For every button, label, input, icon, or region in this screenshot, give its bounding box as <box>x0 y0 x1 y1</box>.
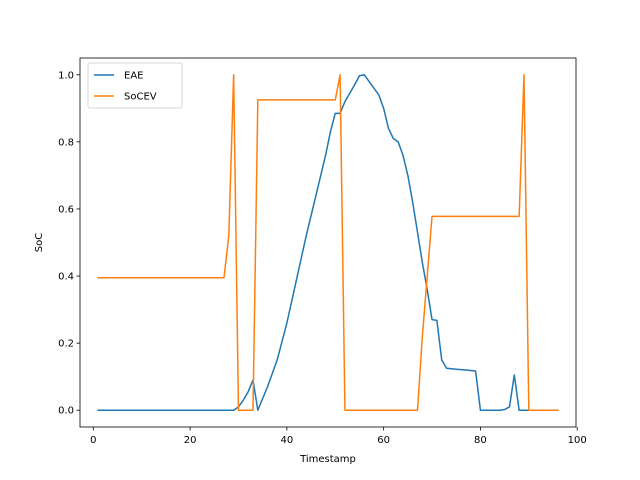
x-axis-label: Timestamp <box>299 454 356 465</box>
x-tick-label: 60 <box>377 435 390 446</box>
x-tick-label: 0 <box>90 435 96 446</box>
legend-label-eae: EAE <box>124 71 143 82</box>
y-tick-label: 0.0 <box>58 406 74 417</box>
y-axis-label: SoC <box>34 233 45 252</box>
y-tick-label: 0.4 <box>58 272 74 283</box>
y-tick-label: 0.2 <box>58 339 74 350</box>
y-tick-label: 1.0 <box>58 70 74 81</box>
legend: EAE SoCEV <box>87 62 183 109</box>
x-tick-label: 80 <box>474 435 487 446</box>
series-line-socev <box>97 74 559 411</box>
x-axis-ticks: 0 20 40 60 80 100 <box>90 427 587 446</box>
legend-label-socev: SoCEV <box>124 92 157 103</box>
x-tick-label: 100 <box>568 435 587 446</box>
series-line-eae <box>97 74 559 411</box>
y-axis-ticks: 0.0 0.2 0.4 0.6 0.8 1.0 <box>58 70 80 417</box>
x-tick-label: 20 <box>184 435 197 446</box>
x-tick-label: 40 <box>281 435 294 446</box>
plot-frame <box>79 57 577 428</box>
series-layer <box>97 74 559 411</box>
y-tick-label: 0.6 <box>58 204 74 215</box>
y-tick-label: 0.8 <box>58 137 74 148</box>
